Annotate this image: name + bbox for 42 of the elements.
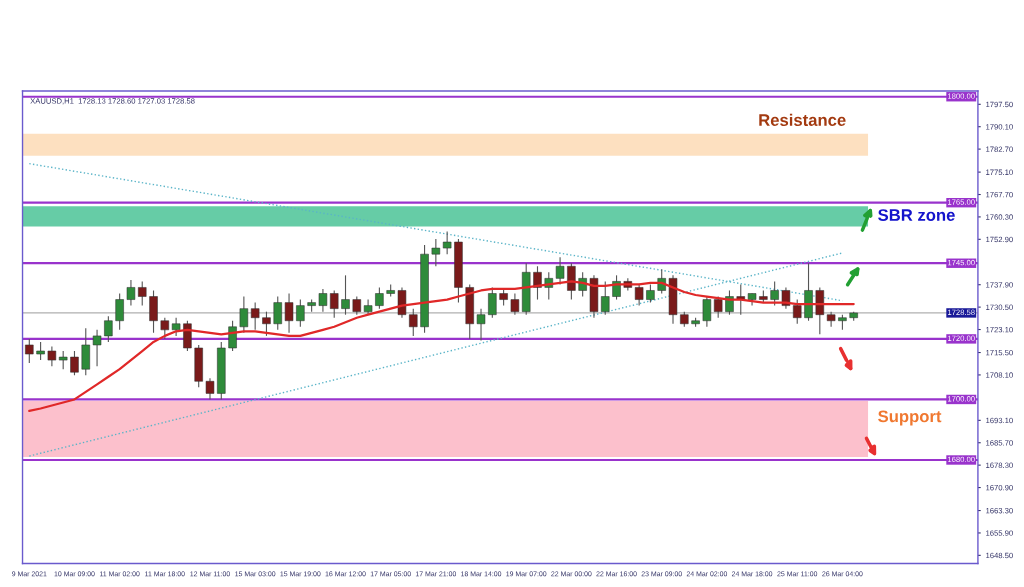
candlestick [793,298,802,325]
candlestick [47,345,57,367]
candlestick [262,311,271,337]
candlestick [115,292,124,331]
candlestick [70,350,79,376]
candlestick [296,298,305,328]
candlestick [138,280,147,307]
candlestick [488,286,497,319]
candlestick [409,308,418,337]
candlestick [250,302,260,331]
candlestick [25,338,34,364]
candlestick [341,274,350,316]
candlestick [205,377,215,401]
candlestick [36,341,45,361]
candlestick [160,317,170,340]
candlestick [431,238,441,267]
candlestick [510,292,520,316]
candlestick [239,295,249,334]
band-label: Support [878,410,942,426]
candlestick [104,315,113,343]
band-label: SBR zone [878,209,955,221]
band-label: Resistance [759,113,846,126]
candlestick [92,329,102,367]
candlestick [284,292,294,334]
candlestick [646,283,655,304]
candlestick [318,288,328,313]
candlestick [634,283,644,307]
candlestick [375,286,384,310]
candlestick [329,289,339,319]
candlestick [126,279,136,307]
candlestick [770,280,779,307]
candlestick [826,311,836,328]
candlestick [228,320,237,352]
candlestick [273,295,282,331]
candlestick [476,308,486,341]
candlestick [171,317,181,337]
candlestick [352,295,362,316]
candlestick [555,256,565,285]
candlestick [601,280,610,316]
candlestick [58,350,68,370]
candlestick [442,230,452,255]
candlestick [702,295,712,328]
